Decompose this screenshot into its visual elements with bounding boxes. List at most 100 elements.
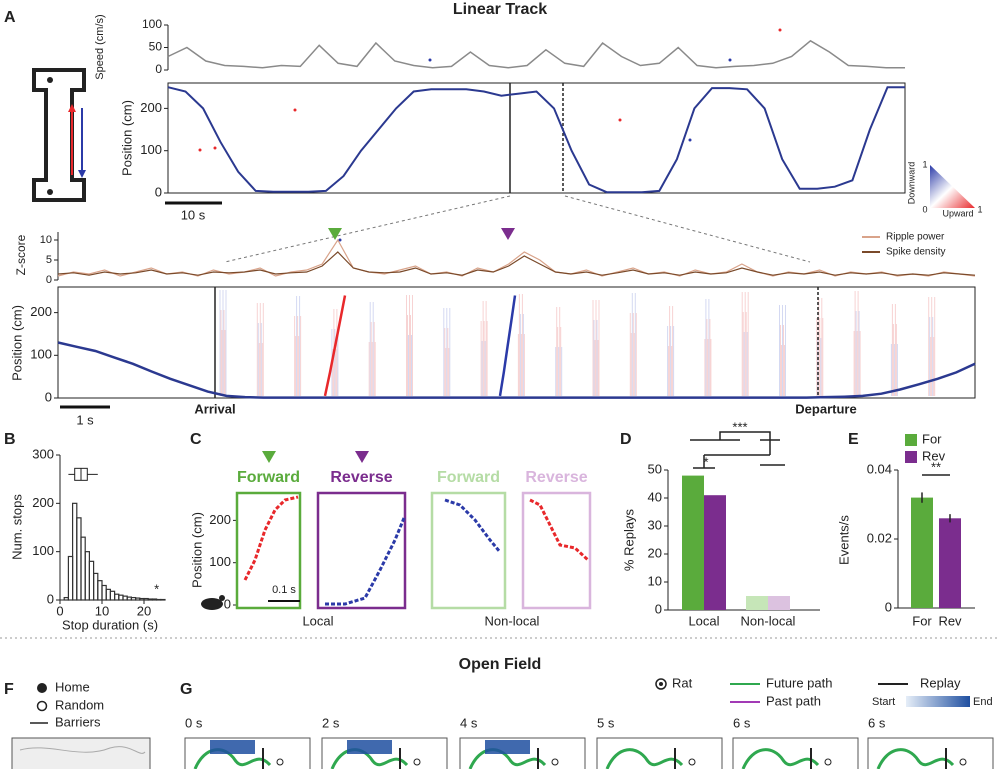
y-axis-label: Num. stops — [9, 494, 24, 560]
y-tick-label: 0.02 — [867, 530, 892, 545]
histogram-bar — [101, 584, 107, 601]
x-tick-label: For — [912, 613, 932, 628]
y-axis-label: Position (cm) — [189, 512, 204, 588]
sig-bracket — [690, 439, 780, 469]
frame-time: 6 s — [868, 715, 886, 730]
colorbar-tick: 0 — [922, 204, 927, 214]
arrow-marker — [328, 228, 342, 240]
group-label: Non-local — [485, 613, 540, 628]
title: Linear Track — [453, 1, 547, 18]
y-tick-label: 10 — [40, 234, 52, 246]
arrow-marker — [355, 451, 369, 463]
legend-label: Past path — [766, 693, 821, 708]
y-tick-label: 200 — [209, 512, 231, 527]
legend-label: Ripple power — [886, 232, 945, 243]
panel-letter: A — [4, 9, 16, 26]
spike-dot — [688, 138, 692, 142]
future-path — [876, 748, 955, 769]
legend-label: Replay — [920, 675, 961, 690]
histogram-bar — [113, 593, 120, 601]
legend-label: Spike density — [886, 247, 945, 258]
arrow-head — [68, 104, 76, 112]
example-label: Reverse — [525, 469, 587, 486]
legend-swatch — [905, 434, 917, 446]
location — [551, 758, 559, 766]
spike-dot — [338, 238, 342, 242]
rat-icon — [219, 595, 225, 601]
example-frame — [235, 491, 302, 610]
example-label: Forward — [237, 469, 300, 486]
histogram-bar — [130, 596, 137, 601]
replay-colorbar — [906, 696, 970, 707]
data-line — [167, 86, 905, 194]
frame-time: 2 s — [322, 715, 340, 730]
y-tick-label: 100 — [140, 142, 162, 157]
data-line — [57, 238, 976, 277]
histogram-bar — [71, 502, 78, 601]
legend-marker — [655, 678, 667, 690]
replay-trace — [444, 498, 502, 553]
plot-frame — [57, 286, 976, 399]
zoom-line — [564, 195, 811, 263]
histogram-bar — [135, 597, 141, 601]
y-tick-label: 0 — [45, 389, 52, 404]
x-tick-label: 20 — [137, 603, 151, 618]
future-path — [605, 748, 684, 769]
spike-dot — [213, 146, 217, 150]
histogram-bar — [63, 596, 69, 601]
histogram-bar — [122, 595, 128, 601]
y-tick-label: 0 — [46, 274, 52, 286]
future-path — [741, 748, 820, 769]
legend-label: Future path — [766, 675, 833, 690]
arrow-marker — [262, 451, 276, 463]
y-tick-label: 200 — [32, 495, 54, 510]
scale-bar-label: 10 s — [181, 207, 206, 222]
zoom-line — [224, 195, 511, 263]
location — [688, 758, 696, 766]
y-axis-label: Events/s — [836, 515, 851, 565]
frame-time: 6 s — [733, 715, 751, 730]
bar — [746, 596, 768, 610]
arrow-marker — [501, 228, 515, 240]
y-axis-label: Z-score — [14, 234, 28, 275]
legend-marker — [37, 683, 47, 693]
spike-dot — [198, 148, 202, 152]
y-tick-label: 100 — [30, 347, 52, 362]
y-tick-label: 50 — [648, 461, 662, 476]
y-tick-label: 0 — [155, 62, 162, 76]
track-end — [47, 77, 53, 83]
track-diagram — [32, 68, 86, 202]
spike-dot — [778, 28, 782, 32]
example-label: Reverse — [330, 469, 392, 486]
future-path — [468, 748, 547, 769]
y-tick-label: 100 — [209, 554, 231, 569]
y-tick-label: 100 — [32, 543, 54, 558]
trajectory-texture — [19, 746, 146, 754]
arrow-head — [78, 170, 86, 178]
sig-bracket — [719, 431, 785, 466]
data-line — [57, 251, 976, 276]
bar — [682, 475, 704, 610]
frame-time: 0 s — [185, 715, 203, 730]
example-frame — [521, 491, 592, 610]
colorbar-tick: 1 — [977, 204, 982, 214]
legend-label: Barriers — [55, 714, 101, 729]
y-axis-label: Speed (cm/s) — [94, 14, 106, 79]
significance: * — [703, 454, 708, 469]
data-line — [167, 39, 905, 69]
histogram-bar — [147, 598, 153, 601]
data-line — [498, 295, 517, 397]
x-tick-label: 0 — [56, 603, 63, 618]
legend-swatch — [905, 451, 917, 463]
y-axis-label: % Replays — [621, 508, 636, 571]
significance: ** — [931, 459, 941, 474]
annotation: * — [154, 581, 159, 596]
frame-time: 4 s — [460, 715, 478, 730]
legend-label: Home — [55, 679, 90, 694]
panel-letter: E — [848, 431, 859, 448]
track-end — [47, 189, 53, 195]
location — [276, 758, 284, 766]
legend-marker — [36, 700, 48, 712]
